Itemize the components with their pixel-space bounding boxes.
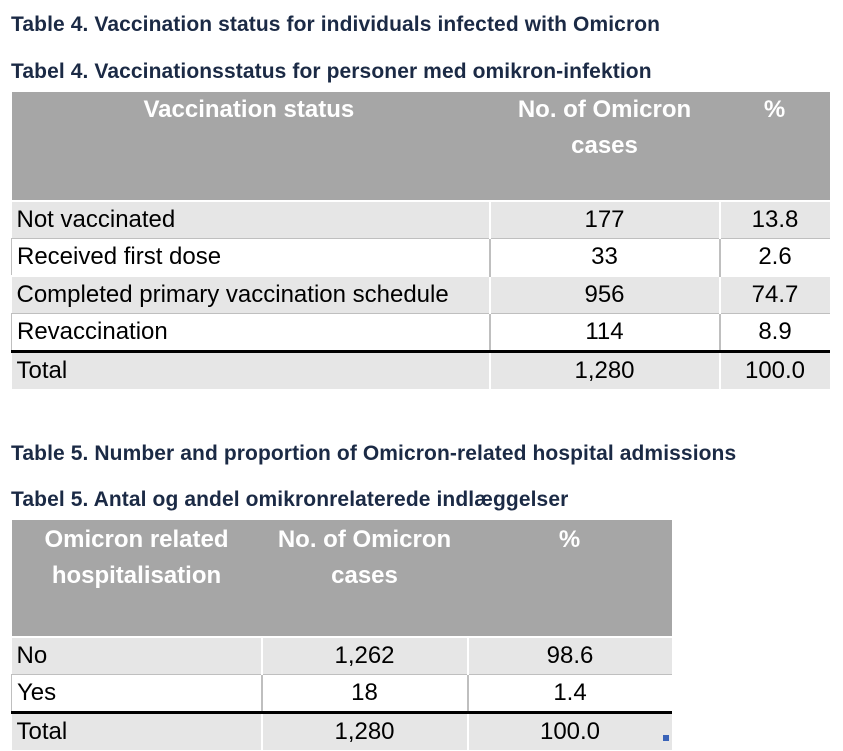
percent-cell: 8.9 [718, 313, 830, 352]
table-row: Revaccination 114 8.9 [11, 313, 830, 352]
percent-cell: 98.6 [466, 636, 672, 675]
row-label: Yes [11, 674, 262, 713]
total-label: Total [11, 350, 490, 389]
percent-cell: 2.6 [718, 238, 830, 276]
column-header-cases: No. of Omicron cases [261, 520, 468, 637]
table-row: No 1,262 98.6 [11, 636, 672, 675]
total-row: Total 1,280 100.0 [11, 350, 830, 389]
percent-cell: 74.7 [718, 275, 830, 314]
cases-cell: 956 [488, 275, 720, 314]
total-cases-cell: 1,280 [260, 711, 468, 750]
column-header-hospitalisation: Omicron related hospitalisation [11, 520, 262, 637]
cases-cell: 18 [260, 674, 468, 713]
row-label: Revaccination [11, 313, 490, 352]
total-row: Total 1,280 100.0 [11, 711, 672, 750]
table5-title-da: Tabel 5. Antal og andel omikronrelatered… [11, 488, 569, 511]
percent-cell: 13.8 [718, 200, 830, 239]
column-header-vaccination-status: Vaccination status [11, 92, 490, 201]
row-label: Not vaccinated [11, 200, 490, 239]
table-row: Not vaccinated 177 13.8 [11, 200, 830, 239]
table-row: Completed primary vaccination schedule 9… [11, 275, 830, 314]
cases-cell: 114 [488, 313, 720, 352]
table-row: Received first dose 33 2.6 [11, 238, 830, 276]
cases-cell: 1,262 [260, 636, 468, 675]
column-header-percent: % [719, 92, 830, 201]
row-label: Received first dose [11, 238, 490, 276]
column-header-cases: No. of Omicron cases [489, 92, 720, 201]
vaccination-status-table: Vaccination status No. of Omicron cases … [11, 92, 830, 389]
percent-cell: 1.4 [466, 674, 672, 713]
total-cases-cell: 1,280 [488, 350, 720, 389]
table5-title-en: Table 5. Number and proportion of Omicro… [11, 442, 737, 465]
table4-title-en: Table 4. Vaccination status for individu… [11, 13, 661, 36]
cases-cell: 177 [488, 200, 720, 239]
column-header-percent: % [467, 520, 672, 637]
resize-handle-icon [663, 735, 669, 741]
cases-cell: 33 [488, 238, 720, 276]
total-percent-cell: 100.0 [718, 350, 830, 389]
table-header-row: Omicron related hospitalisation No. of O… [11, 520, 672, 637]
total-percent-cell: 100.0 [466, 711, 672, 750]
table-row: Yes 18 1.4 [11, 674, 672, 713]
row-label: Completed primary vaccination schedule [11, 275, 490, 314]
hospital-admissions-table: Omicron related hospitalisation No. of O… [11, 520, 672, 750]
table-header-row: Vaccination status No. of Omicron cases … [11, 92, 830, 201]
total-label: Total [11, 711, 262, 750]
row-label: No [11, 636, 262, 675]
table4-title-da: Tabel 4. Vaccinationsstatus for personer… [11, 60, 652, 83]
